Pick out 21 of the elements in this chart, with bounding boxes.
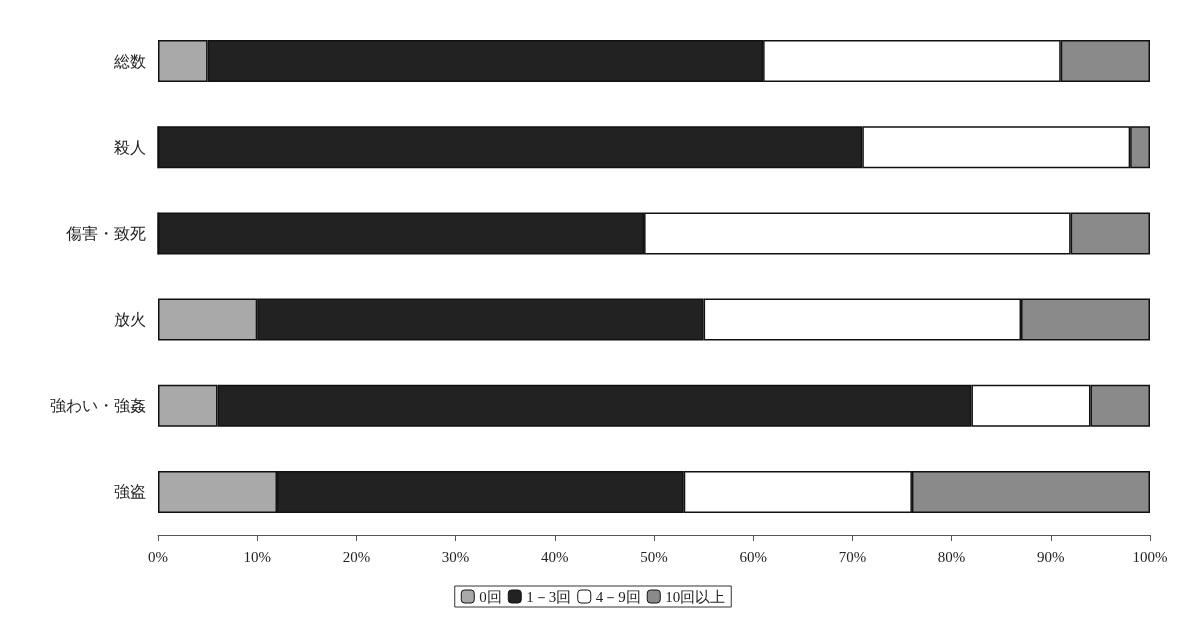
legend-label: 0回 — [479, 588, 502, 605]
x-tick-label: 90% — [1037, 548, 1065, 565]
y-tick-label: 放火 — [114, 311, 146, 329]
x-tick-label: 50% — [640, 548, 668, 565]
x-tick-label: 60% — [739, 548, 767, 565]
x-tick-label: 20% — [342, 548, 371, 565]
y-tick-label: 殺人 — [114, 138, 146, 156]
legend-label: 10回以上 — [665, 588, 726, 605]
x-tick-label: 10% — [243, 548, 271, 565]
y-tick-label: 総数 — [113, 52, 146, 70]
y-tick-label: 強盗 — [114, 483, 146, 501]
legend-label: 1－3回 — [526, 588, 572, 605]
x-tick-label: 0% — [148, 548, 168, 565]
y-tick-label: 強わい・強姦 — [50, 397, 146, 415]
x-tick-label: 70% — [838, 548, 867, 565]
y-tick-label: 傷害・致死 — [65, 224, 146, 242]
x-tick-label: 30% — [441, 548, 470, 565]
legend-label: 4－9回 — [595, 588, 641, 605]
x-tick-label: 80% — [937, 548, 966, 565]
x-tick-label: 100% — [1132, 548, 1168, 565]
x-tick-label: 40% — [541, 548, 569, 565]
